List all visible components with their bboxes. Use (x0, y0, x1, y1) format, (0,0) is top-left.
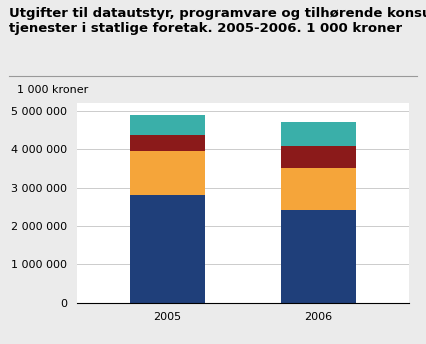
Bar (281, 210, 356, 303)
Bar (130, 135, 205, 151)
Bar (130, 194, 205, 303)
Bar (130, 151, 205, 194)
Text: 1 000 kroner: 1 000 kroner (17, 85, 88, 95)
Bar (281, 146, 356, 169)
Bar (130, 115, 205, 135)
Bar (281, 122, 356, 146)
Text: Utgifter til datautstyr, programvare og tilhørende konsulent-
tjenester i statli: Utgifter til datautstyr, programvare og … (9, 7, 426, 35)
Bar (281, 169, 356, 210)
